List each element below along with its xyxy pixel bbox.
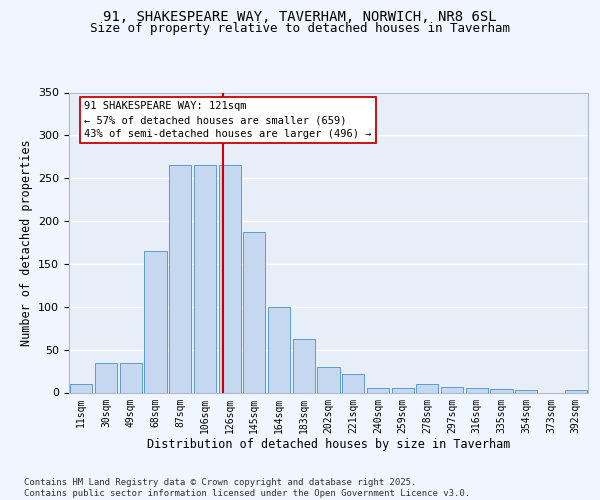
Bar [565,390,587,392]
Y-axis label: Number of detached properties: Number of detached properties [20,139,32,346]
Bar [268,307,290,392]
Bar [367,388,389,392]
Bar [169,166,191,392]
Bar [466,388,488,392]
Bar [119,362,142,392]
Bar [145,251,167,392]
Bar [490,389,512,392]
X-axis label: Distribution of detached houses by size in Taverham: Distribution of detached houses by size … [147,438,510,451]
Bar [342,374,364,392]
Bar [293,340,315,392]
Bar [392,388,414,392]
Text: Size of property relative to detached houses in Taverham: Size of property relative to detached ho… [90,22,510,35]
Bar [243,232,265,392]
Text: Contains HM Land Registry data © Crown copyright and database right 2025.
Contai: Contains HM Land Registry data © Crown c… [24,478,470,498]
Bar [70,384,92,392]
Text: 91, SHAKESPEARE WAY, TAVERHAM, NORWICH, NR8 6SL: 91, SHAKESPEARE WAY, TAVERHAM, NORWICH, … [103,10,497,24]
Bar [317,367,340,392]
Text: 91 SHAKESPEARE WAY: 121sqm
← 57% of detached houses are smaller (659)
43% of sem: 91 SHAKESPEARE WAY: 121sqm ← 57% of deta… [85,101,372,139]
Bar [416,384,439,392]
Bar [194,166,216,392]
Bar [95,362,117,392]
Bar [218,166,241,392]
Bar [441,386,463,392]
Bar [515,390,538,392]
